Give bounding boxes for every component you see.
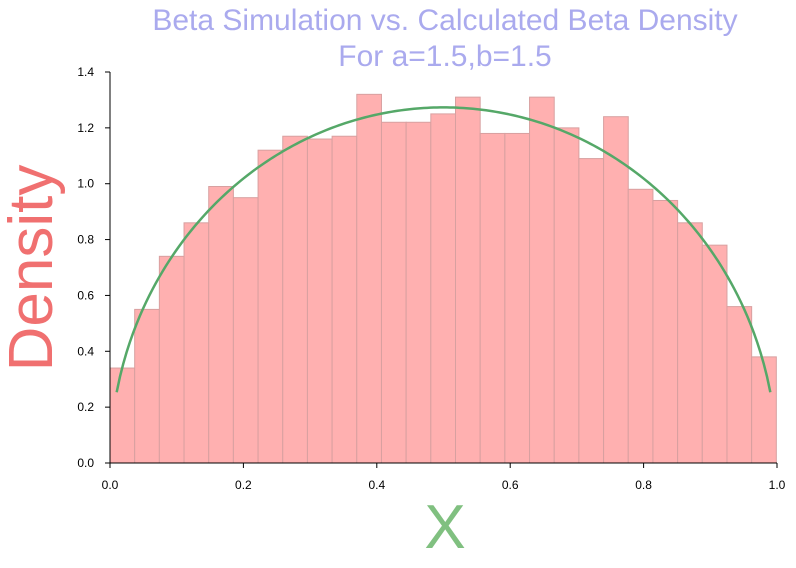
histogram-bar [627, 188, 654, 464]
y-tick-label: 1.0 [77, 177, 94, 191]
histogram-bar [405, 121, 432, 464]
y-tick-label: 1.2 [77, 121, 94, 135]
y-tick-label: 0.0 [77, 456, 94, 470]
histogram-bar [331, 135, 358, 464]
x-tick-label: 0.0 [102, 478, 119, 492]
histogram-bar [306, 138, 333, 464]
histogram-bar [726, 306, 753, 464]
histogram-bar [257, 149, 284, 464]
y-axis-label: Density [0, 165, 66, 372]
histogram-bars [109, 93, 777, 464]
histogram-bar [504, 132, 531, 464]
y-ticks: 0.0 0.2 0.4 0.6 0.8 1.0 1.2 1.4 [77, 65, 110, 470]
histogram-bar [455, 96, 481, 464]
histogram-bar [603, 116, 629, 464]
x-tick-label: 0.2 [235, 478, 252, 492]
chart-title-line2: For a=1.5,b=1.5 [338, 40, 552, 73]
histogram-bar [134, 308, 160, 464]
histogram-bar [751, 356, 777, 464]
histogram-bar [479, 132, 506, 464]
histogram-bar [356, 93, 382, 464]
histogram-bar [578, 158, 605, 464]
histogram-bar [380, 121, 407, 464]
histogram-bar [529, 96, 555, 464]
y-tick-label: 0.6 [77, 288, 94, 302]
y-tick-label: 0.8 [77, 233, 94, 247]
histogram-bar [282, 135, 308, 464]
chart-title-line1: Beta Simulation vs. Calculated Beta Dens… [152, 4, 737, 37]
y-tick-label: 1.4 [77, 65, 94, 79]
histogram-bar [208, 186, 234, 464]
histogram-bar [109, 367, 136, 464]
density-curve [115, 106, 772, 393]
histogram-bar [701, 244, 728, 464]
y-tick-label: 0.4 [77, 344, 94, 358]
x-tick-label: 0.6 [502, 478, 519, 492]
histogram-bar [158, 255, 185, 464]
x-tick-label: 0.8 [635, 478, 652, 492]
y-tick-label: 0.2 [77, 400, 94, 414]
histogram-bar [677, 222, 703, 464]
x-axis-label: X [424, 493, 465, 562]
histogram-bar [183, 222, 210, 464]
x-tick-label: 1.0 [769, 478, 786, 492]
histogram-bar [430, 113, 457, 464]
x-tick-label: 0.4 [368, 478, 385, 492]
histogram-bar [652, 199, 679, 464]
x-ticks: 0.0 0.2 0.4 0.6 0.8 1.0 [102, 463, 786, 492]
histogram-bar [553, 127, 580, 464]
histogram-bar [232, 197, 259, 464]
